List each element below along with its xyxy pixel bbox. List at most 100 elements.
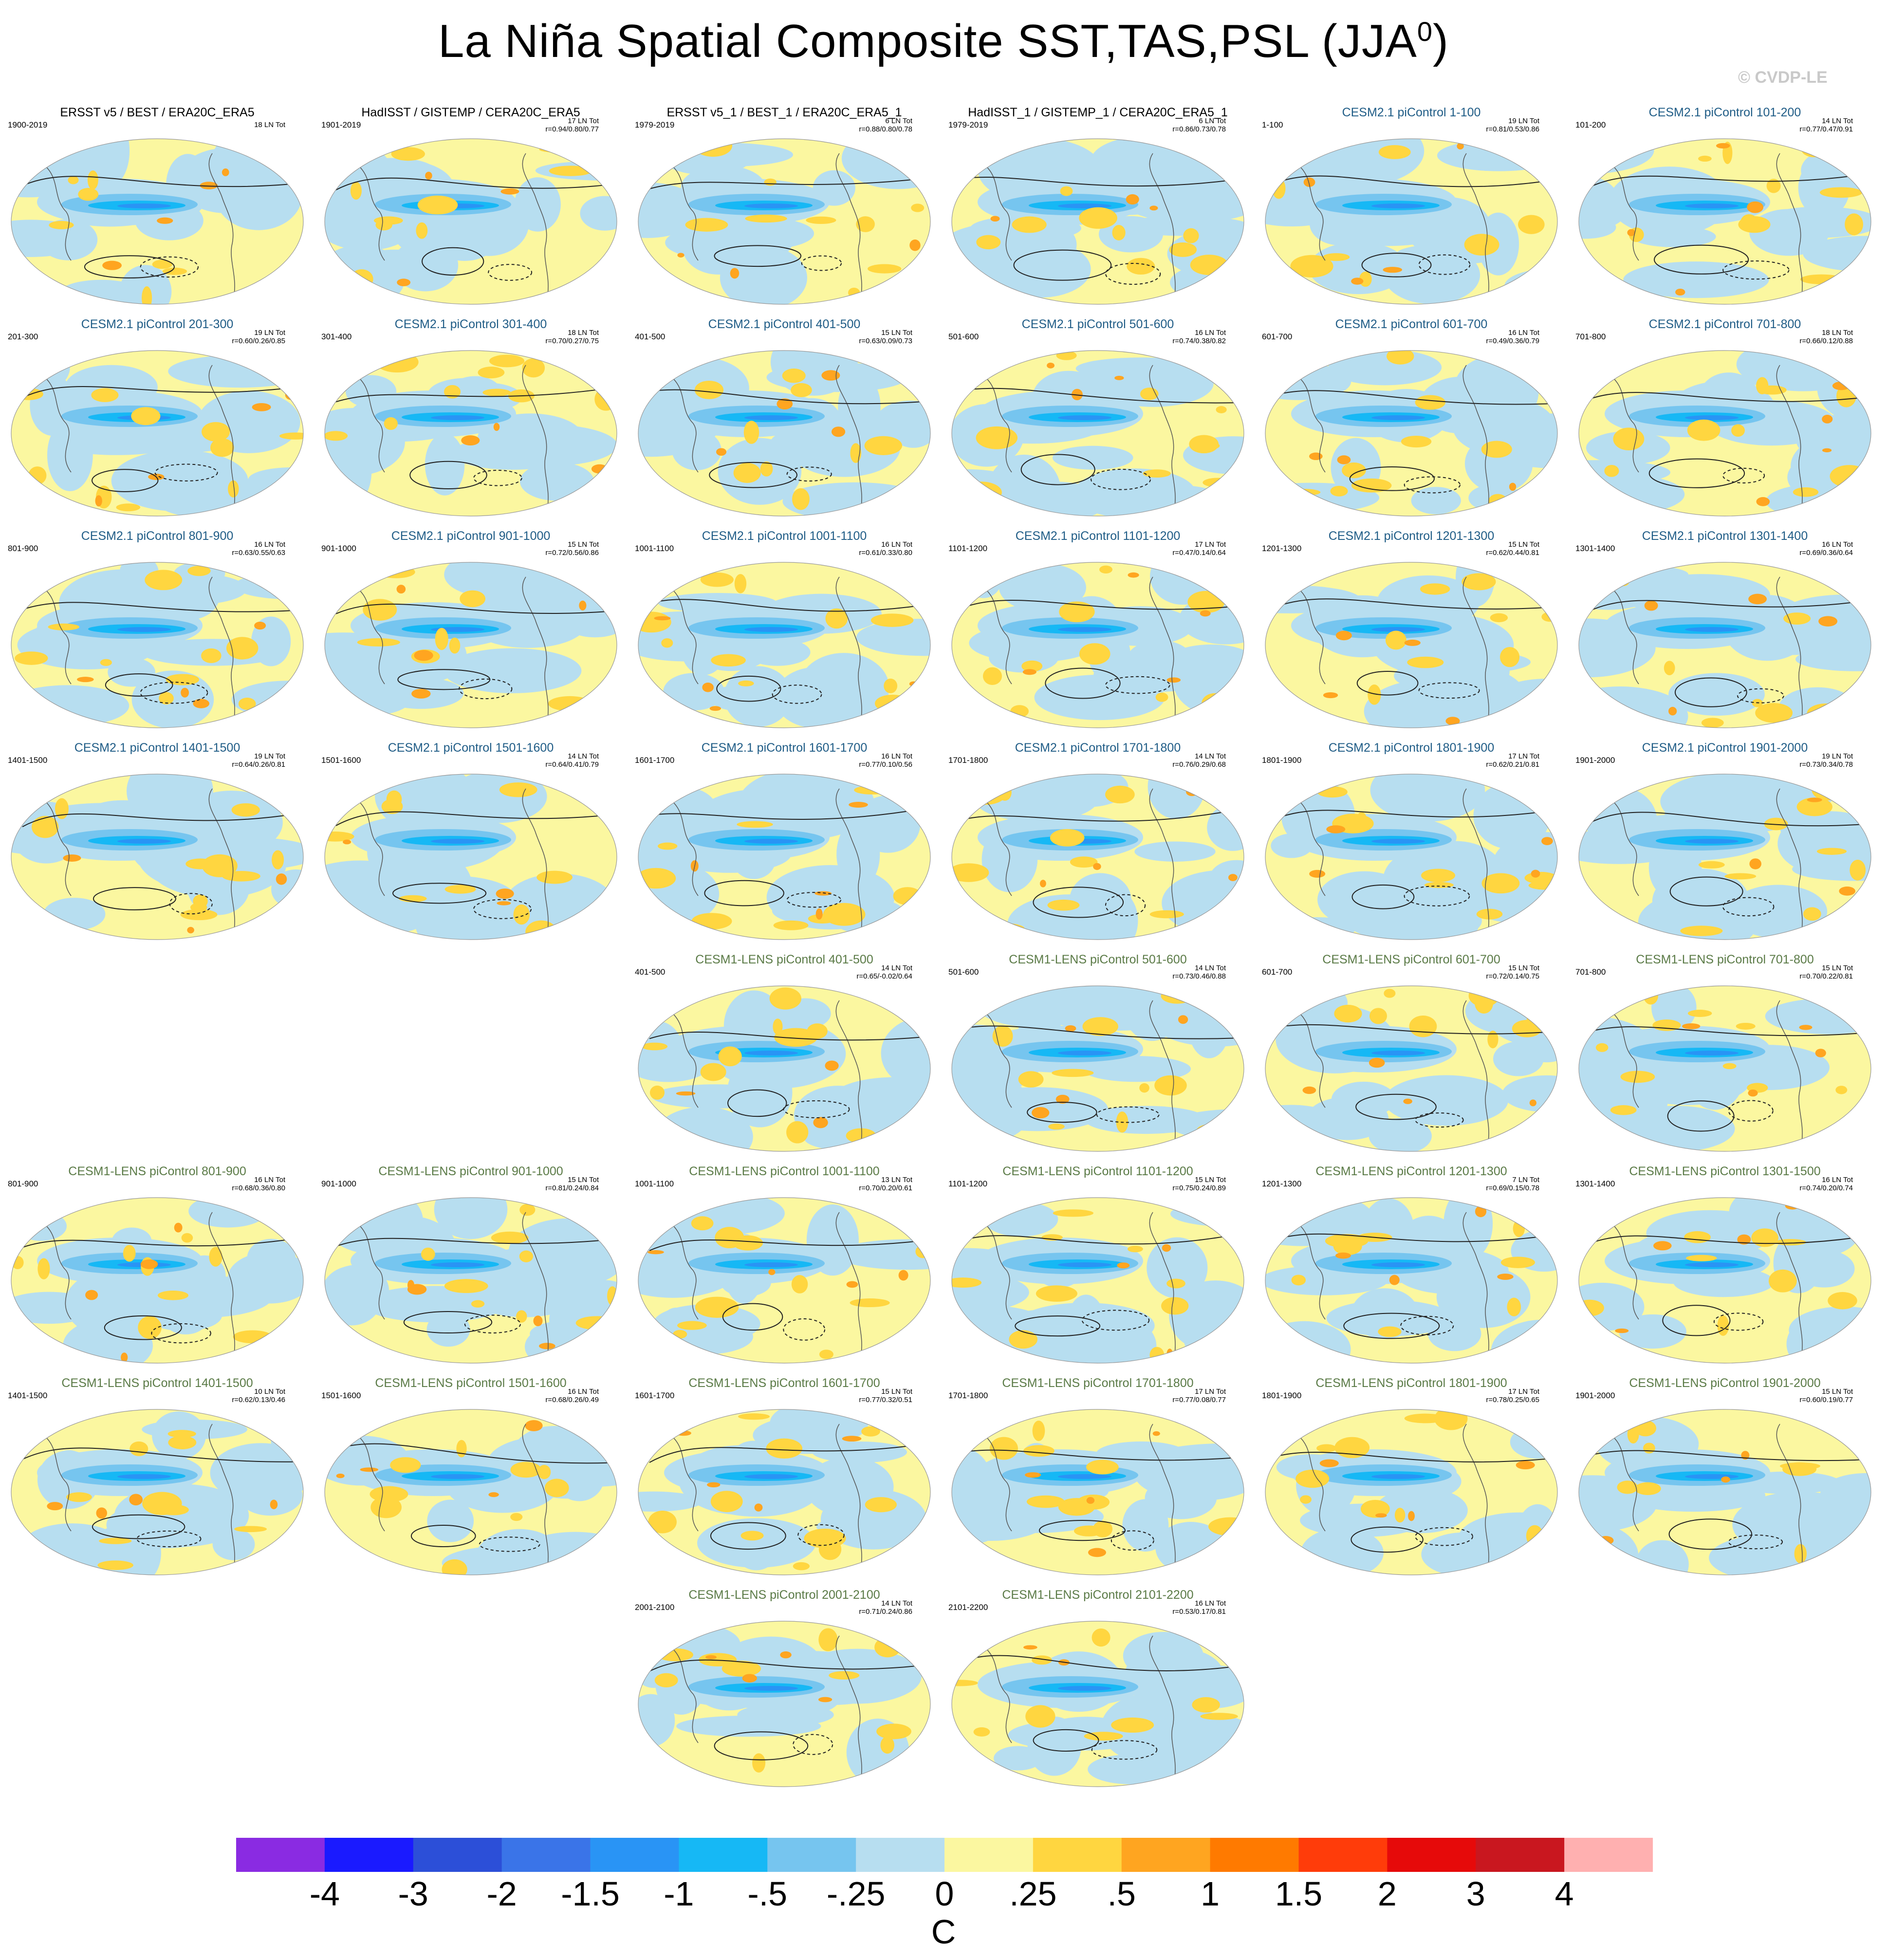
panel-event-count: 14 LN Tot — [568, 752, 599, 760]
composite-map — [1578, 985, 1871, 1152]
map-panel: CESM1-LENS piControl 1601-1700 1601-1700 1… — [631, 1375, 938, 1583]
panel-title: CESM1-LENS piControl 901-1000 — [378, 1165, 563, 1178]
composite-map — [1578, 350, 1871, 517]
panel-period: 101-200 — [1575, 120, 1606, 129]
panel-title: CESM1-LENS piControl 1701-1800 — [1002, 1376, 1194, 1390]
panel-correlation: r=0.81/0.24/0.84 — [545, 1184, 599, 1192]
panel-event-count: 16 LN Tot — [1822, 540, 1853, 549]
panel-period: 1601-1700 — [635, 1391, 675, 1400]
composite-map — [638, 774, 931, 940]
panel-title: CESM2.1 piControl 1-100 — [1342, 106, 1481, 119]
panel-title: CESM1-LENS piControl 1001-1100 — [689, 1165, 880, 1178]
panel-period: 1501-1600 — [321, 1391, 361, 1400]
panel-event-count: 15 LN Tot — [881, 1387, 912, 1396]
map-panel: ERSST v5_1 / BEST_1 / ERA20C_ERA5_1 1979-… — [631, 105, 938, 312]
map-panel: CESM2.1 piControl 1101-1200 1101-1200 17 L… — [944, 528, 1251, 736]
composite-map — [638, 1621, 931, 1787]
panel-correlation: r=0.60/0.26/0.85 — [232, 337, 285, 345]
composite-map — [638, 1409, 931, 1575]
panel-event-count: 17 LN Tot — [1195, 1387, 1226, 1396]
panel-title: HadISST_1 / GISTEMP_1 / CERA20C_ERA5_1 — [968, 106, 1228, 119]
panel-title: CESM1-LENS piControl 401-500 — [695, 953, 873, 966]
panel-title: CESM1-LENS piControl 2001-2100 — [688, 1588, 880, 1602]
panel-correlation: r=0.75/0.24/0.89 — [1172, 1184, 1226, 1192]
panel-period: 701-800 — [1575, 967, 1606, 977]
panel-title: CESM2.1 piControl 1501-1600 — [388, 741, 554, 755]
panel-title: CESM1-LENS piControl 1601-1700 — [688, 1376, 880, 1390]
panel-period: 701-800 — [1575, 332, 1606, 341]
panel-event-count: 15 LN Tot — [1508, 540, 1539, 549]
panel-event-count: 16 LN Tot — [1822, 1176, 1853, 1184]
panel-event-count: 15 LN Tot — [881, 329, 912, 337]
panel-event-count: 6 LN Tot — [885, 117, 912, 125]
panel-event-count: 18 LN Tot — [568, 329, 599, 337]
map-panel: CESM2.1 piControl 101-200 101-200 14 LN To… — [1572, 105, 1878, 312]
colorbar-swatch — [856, 1838, 945, 1872]
panel-title: CESM2.1 piControl 1701-1800 — [1015, 741, 1181, 755]
panel-event-count: 19 LN Tot — [1822, 752, 1853, 760]
panel-period: 1401-1500 — [8, 1391, 48, 1400]
composite-map — [324, 1409, 617, 1575]
map-panel: CESM2.1 piControl 1-100 1-100 19 LN Tot r=0… — [1258, 105, 1565, 312]
panel-correlation: r=0.68/0.36/0.80 — [232, 1184, 285, 1192]
map-panel: CESM2.1 piControl 1601-1700 1601-1700 16 L… — [631, 740, 938, 947]
panel-event-count: 16 LN Tot — [1195, 329, 1226, 337]
composite-map — [951, 1621, 1244, 1787]
panel-correlation: r=0.60/0.19/0.77 — [1799, 1396, 1853, 1404]
colorbar-tick-label: 3 — [1466, 1875, 1485, 1913]
panel-event-count: 16 LN Tot — [1195, 1599, 1226, 1608]
composite-map — [638, 350, 931, 517]
map-panel: CESM2.1 piControl 701-800 701-800 18 LN To… — [1572, 316, 1878, 524]
panel-period: 1979-2019 — [948, 120, 988, 129]
composite-map — [951, 1409, 1244, 1575]
map-panel: HadISST / GISTEMP / CERA20C_ERA5 1901-201… — [317, 105, 624, 312]
panel-event-count: 17 LN Tot — [1195, 540, 1226, 549]
panel-correlation: r=0.77/0.32/0.51 — [859, 1396, 912, 1404]
composite-map — [11, 562, 304, 728]
panel-title: CESM2.1 piControl 1901-2000 — [1642, 741, 1808, 755]
panel-event-count: 15 LN Tot — [1822, 1387, 1853, 1396]
panel-correlation: r=0.61/0.33/0.80 — [859, 549, 912, 557]
panel-title: CESM1-LENS piControl 2101-2200 — [1002, 1588, 1194, 1602]
panel-title: CESM2.1 piControl 201-300 — [81, 317, 234, 331]
map-panel: CESM1-LENS piControl 1201-1300 1201-1300 7… — [1258, 1164, 1565, 1371]
colorbar-tick-label: 4 — [1554, 1875, 1574, 1913]
panel-period: 1900-2019 — [8, 120, 48, 129]
panel-event-count: 16 LN Tot — [254, 540, 285, 549]
panel-event-count: 17 LN Tot — [1508, 752, 1539, 760]
map-panel: CESM2.1 piControl 201-300 201-300 19 LN To… — [4, 316, 311, 524]
panel-title: CESM1-LENS piControl 1801-1900 — [1315, 1376, 1507, 1390]
panel-period: 201-300 — [8, 332, 38, 341]
colorbar-swatch — [1033, 1838, 1122, 1872]
panel-period: 801-900 — [8, 544, 38, 553]
colorbar-swatch — [1121, 1838, 1211, 1872]
panel-period: 1901-2000 — [1575, 756, 1615, 765]
panel-period: 1501-1600 — [321, 756, 361, 765]
composite-map — [638, 1197, 931, 1364]
panel-period: 501-600 — [948, 332, 979, 341]
panel-period: 1-100 — [1262, 120, 1283, 129]
composite-map — [638, 562, 931, 728]
panel-event-count: 18 LN Tot — [254, 121, 285, 129]
composite-map — [1578, 774, 1871, 940]
panel-correlation: r=0.73/0.34/0.78 — [1799, 760, 1853, 769]
composite-map — [1265, 774, 1558, 940]
map-panel: CESM2.1 piControl 601-700 601-700 16 LN To… — [1258, 316, 1565, 524]
panel-period: 301-400 — [321, 332, 352, 341]
panel-period: 1801-1900 — [1262, 1391, 1302, 1400]
panel-period: 1001-1100 — [635, 544, 674, 553]
panel-period: 1901-2019 — [321, 120, 361, 129]
panel-title: ERSST v5_1 / BEST_1 / ERA20C_ERA5_1 — [666, 106, 902, 119]
colorbar-tick-label: -2 — [486, 1875, 517, 1913]
panel-correlation: r=0.53/0.17/0.81 — [1172, 1608, 1226, 1616]
composite-map — [1265, 562, 1558, 728]
panel-title: HadISST / GISTEMP / CERA20C_ERA5 — [361, 106, 580, 119]
panel-correlation: r=0.70/0.22/0.81 — [1799, 972, 1853, 980]
panel-period: 1201-1300 — [1262, 1179, 1302, 1188]
panel-title: CESM2.1 piControl 1001-1100 — [702, 529, 867, 543]
panel-correlation: r=0.77/0.08/0.77 — [1172, 1396, 1226, 1404]
panel-title: CESM2.1 piControl 1401-1500 — [74, 741, 240, 755]
colorbar-tick-label: .5 — [1107, 1875, 1136, 1913]
panel-period: 1801-1900 — [1262, 756, 1302, 765]
colorbar-tick-label: -.25 — [826, 1875, 886, 1913]
